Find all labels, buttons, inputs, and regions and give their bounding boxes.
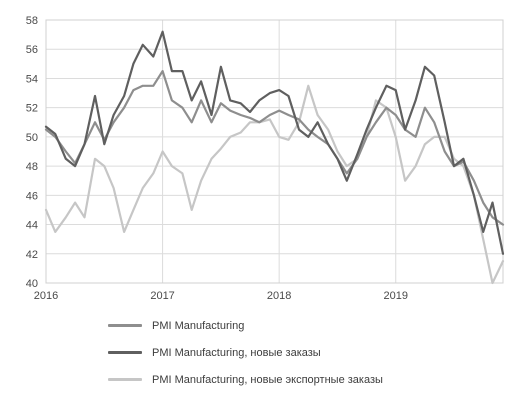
series-line bbox=[44, 84, 505, 285]
legend-label: PMI Manufacturing, новые заказы bbox=[152, 346, 321, 359]
legend-swatch bbox=[108, 351, 142, 354]
y-tick-label: 54 bbox=[26, 73, 38, 85]
grid bbox=[45, 19, 504, 284]
series-lines bbox=[44, 30, 505, 285]
x-tick-label: 2018 bbox=[267, 290, 291, 302]
y-tick-label: 48 bbox=[26, 161, 38, 173]
y-tick-label: 50 bbox=[26, 132, 38, 144]
x-tick-label: 2016 bbox=[34, 290, 58, 302]
legend-label: PMI Manufacturing, новые экспортные зака… bbox=[152, 373, 383, 386]
y-tick-label: 52 bbox=[26, 103, 38, 115]
y-tick-label: 46 bbox=[26, 190, 38, 202]
y-tick-label: 58 bbox=[26, 15, 38, 27]
legend-item: PMI Manufacturing, новые заказы bbox=[108, 339, 508, 366]
legend: PMI Manufacturing PMI Manufacturing, нов… bbox=[108, 312, 508, 393]
x-tick-label: 2017 bbox=[150, 290, 174, 302]
axes: 40 42 44 46 48 50 52 54 56 58 2016 2017 2018 2019 bbox=[26, 15, 408, 302]
legend-item: PMI Manufacturing bbox=[108, 312, 508, 339]
legend-swatch bbox=[108, 324, 142, 327]
y-tick-label: 40 bbox=[26, 278, 38, 290]
x-tick-label: 2019 bbox=[384, 290, 408, 302]
series-line bbox=[44, 69, 505, 226]
series-line bbox=[44, 30, 505, 255]
legend-label: PMI Manufacturing bbox=[152, 319, 245, 332]
legend-item: PMI Manufacturing, новые экспортные зака… bbox=[108, 366, 508, 393]
y-tick-label: 56 bbox=[26, 44, 38, 56]
legend-swatch bbox=[108, 378, 142, 381]
y-tick-label: 42 bbox=[26, 249, 38, 261]
plot-frame bbox=[45, 19, 504, 284]
y-tick-label: 44 bbox=[26, 220, 38, 232]
